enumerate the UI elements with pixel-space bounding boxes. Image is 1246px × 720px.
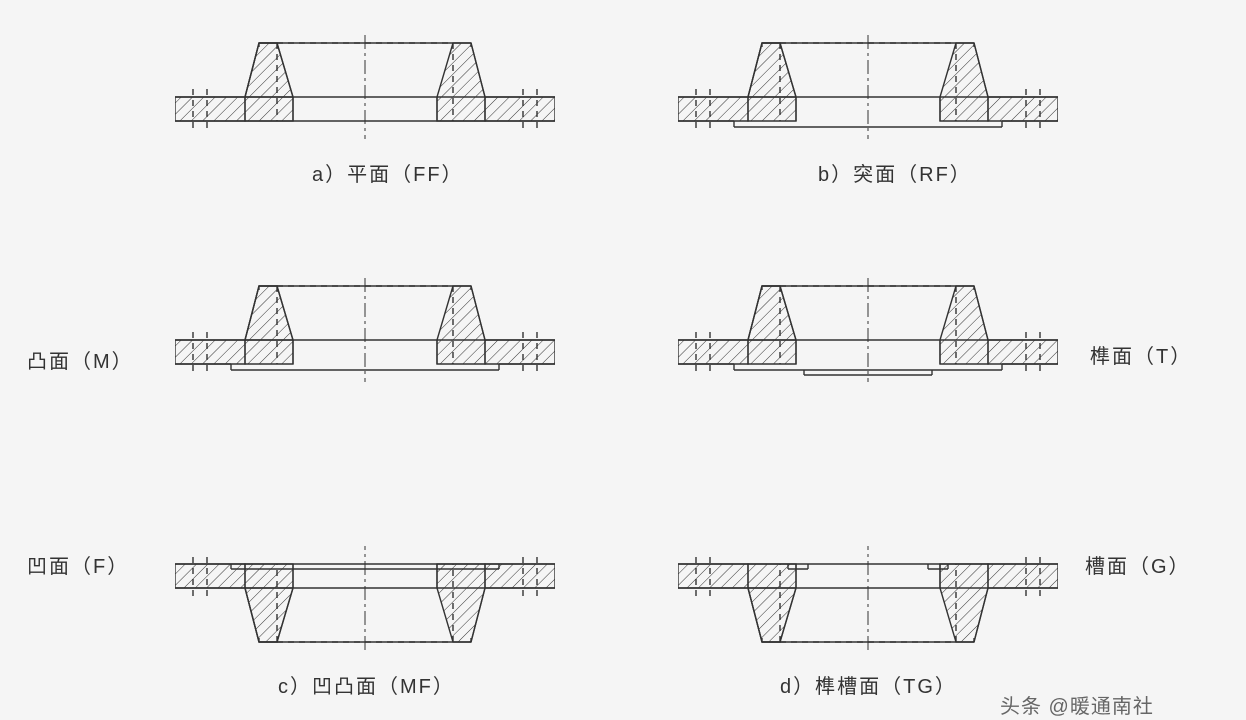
flange-f-svg	[175, 540, 555, 650]
caption-b: b）突面（RF）	[818, 158, 972, 187]
caption-c: c）凹凸面（MF）	[278, 670, 455, 699]
flange-rf-svg	[678, 35, 1058, 145]
flange-g-svg	[678, 540, 1058, 650]
watermark: 头条 @暖通南社	[1000, 690, 1154, 719]
caption-a: a）平面（FF）	[312, 158, 464, 187]
diagram-a-ff	[175, 35, 555, 145]
caption-d: d）榫槽面（TG）	[780, 670, 957, 699]
label-t: 榫面（T）	[1090, 340, 1192, 369]
flange-m-svg	[175, 278, 555, 388]
diagram-t	[678, 278, 1058, 388]
label-f: 凹面（F）	[27, 550, 129, 579]
diagram-f	[175, 540, 555, 650]
diagram-g	[678, 540, 1058, 650]
flange-t-svg	[678, 278, 1058, 388]
label-g: 槽面（G）	[1085, 550, 1191, 579]
label-m: 凸面（M）	[27, 345, 134, 374]
diagram-b-rf	[678, 35, 1058, 145]
diagram-m	[175, 278, 555, 388]
flange-ff-svg	[175, 35, 555, 145]
